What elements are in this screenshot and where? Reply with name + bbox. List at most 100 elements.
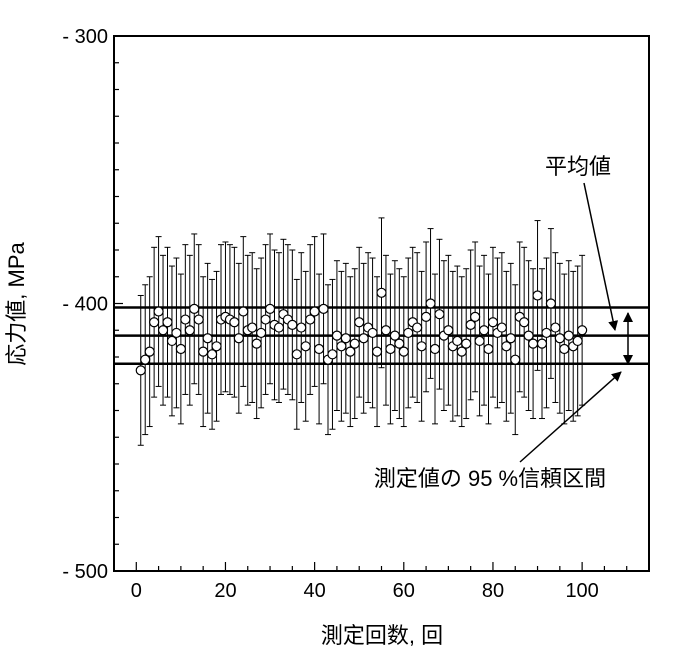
data-point: [527, 338, 539, 349]
data-point: [206, 349, 218, 360]
data-point: [264, 303, 276, 314]
x-tick-label: 60: [393, 580, 415, 602]
data-point: [559, 343, 570, 355]
data-point: [456, 346, 467, 357]
data-point: [144, 346, 155, 357]
data-point: [354, 317, 365, 328]
y-axis-label: 応力値, MPa: [4, 242, 29, 366]
data-point: [193, 314, 204, 325]
data-point: [461, 338, 472, 349]
data-point: [403, 327, 414, 339]
data-point: [536, 338, 548, 349]
data-point: [135, 365, 146, 376]
data-point: [465, 319, 476, 330]
data-point: [202, 333, 213, 344]
data-point: [318, 303, 329, 314]
data-point: [349, 338, 360, 349]
data-point: [273, 322, 285, 333]
y-tick-label: - 400: [62, 294, 108, 316]
data-point: [487, 317, 499, 328]
data-point: [331, 330, 343, 341]
x-axis-ticks: 0 20 40 60 80 100: [131, 562, 628, 602]
data-point: [256, 327, 267, 339]
data-point: [478, 325, 490, 336]
data-point: [501, 341, 512, 352]
data-point: [434, 309, 445, 320]
data-point: [532, 290, 543, 301]
data-point: [376, 287, 387, 298]
data-point: [416, 341, 427, 352]
data-point: [563, 330, 574, 341]
data-point: [211, 341, 222, 352]
data-point: [198, 346, 209, 357]
data-point: [296, 322, 307, 333]
data-point: [429, 343, 441, 355]
data-point: [175, 343, 186, 355]
data-point: [238, 306, 249, 317]
data-point: [496, 322, 507, 333]
data-point: [577, 325, 588, 336]
data-point: [162, 317, 173, 328]
data-point: [572, 335, 583, 347]
data-point: [149, 317, 160, 328]
data-point: [554, 333, 565, 344]
data-point: [425, 298, 436, 309]
data-point: [398, 346, 409, 357]
data-point: [420, 311, 432, 322]
data-point: [380, 325, 392, 336]
data-point: [251, 338, 262, 349]
data-point: [287, 319, 298, 330]
mean-annotation-arrow: [583, 182, 619, 331]
data-point: [389, 330, 400, 341]
data-point: [545, 298, 557, 309]
data-point: [505, 333, 516, 344]
data-point: [305, 314, 316, 325]
y-tick-label: - 300: [62, 26, 108, 48]
data-point: [452, 335, 463, 347]
data-point: [336, 341, 347, 352]
data-point: [247, 322, 258, 333]
x-tick-label: 0: [131, 580, 142, 602]
data-point: [385, 343, 396, 355]
data-point: [523, 330, 534, 341]
data-point: [550, 322, 561, 333]
data-point: [157, 325, 169, 336]
data-point: [470, 311, 481, 322]
data-point: [189, 303, 200, 314]
x-tick-label: 100: [565, 580, 598, 602]
data-point: [483, 343, 494, 355]
data-point: [474, 335, 485, 347]
data-point: [443, 325, 454, 336]
x-tick-label: 40: [304, 580, 326, 602]
data-point: [412, 322, 423, 333]
data-point: [541, 327, 552, 339]
x-tick-label: 80: [482, 580, 504, 602]
data-point: [309, 306, 320, 317]
y-tick-label: - 500: [62, 561, 108, 583]
error-bars: [137, 217, 586, 446]
data-point: [394, 338, 405, 349]
data-points: [135, 287, 588, 376]
data-point: [229, 317, 240, 328]
data-point: [184, 325, 195, 336]
ci-annotation-arrow: [519, 371, 622, 463]
data-point: [171, 327, 182, 339]
data-point: [300, 341, 311, 352]
x-axis-label: 測定回数, 回: [321, 623, 443, 648]
data-point: [327, 349, 338, 360]
data-point: [358, 333, 369, 344]
data-point: [345, 346, 356, 357]
ci-annotation-label: 測定値の 95 %信頼区間: [374, 466, 606, 491]
data-point: [519, 317, 530, 328]
data-point: [166, 335, 178, 347]
data-point: [140, 354, 151, 365]
y-axis-ticks: - 300 - 400 - 500: [62, 26, 123, 583]
x-tick-label: 20: [214, 580, 236, 602]
data-point: [510, 354, 521, 365]
data-point: [367, 327, 378, 339]
data-point: [291, 349, 302, 360]
data-point: [371, 346, 383, 357]
data-point: [153, 306, 164, 317]
data-point: [180, 314, 191, 325]
